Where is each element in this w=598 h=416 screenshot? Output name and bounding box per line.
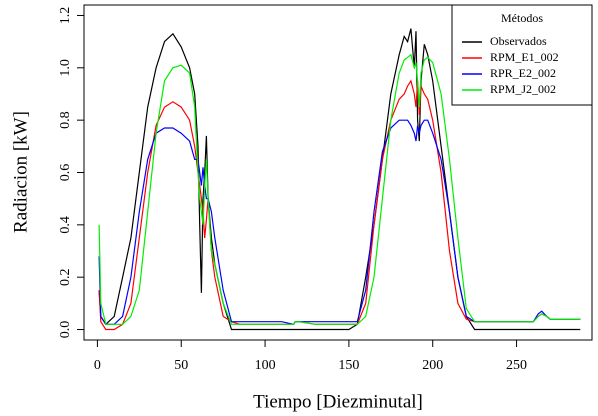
x-tick-label: 0 [94, 358, 101, 373]
y-tick-label: 0.4 [58, 216, 73, 234]
y-tick-label: 0.8 [58, 111, 73, 129]
x-tick-label: 150 [338, 358, 359, 373]
y-tick-label: 0.0 [58, 321, 73, 339]
legend-title: Métodos [501, 11, 543, 25]
x-tick-label: 250 [506, 358, 527, 373]
legend-label: RPM_J2_002 [490, 82, 556, 96]
series-line [98, 53, 581, 325]
y-tick-label: 1.2 [58, 7, 73, 25]
x-tick-label: 50 [174, 358, 188, 373]
y-axis-label: Radiacion [kW] [10, 111, 31, 233]
legend-label: RPM_E1_002 [490, 50, 559, 64]
x-tick-label: 200 [422, 358, 443, 373]
legend-label: RPR_E2_002 [490, 66, 556, 80]
y-tick-label: 0.2 [58, 268, 73, 286]
series-line [98, 79, 581, 331]
x-axis-label: Tiempo [Diezminutal] [253, 391, 423, 412]
legend-box [451, 4, 593, 106]
y-tick-label: 0.6 [58, 164, 73, 182]
legend-label: Observados [490, 34, 547, 48]
y-tick-label: 1.0 [58, 59, 73, 77]
series-line [98, 119, 581, 325]
x-tick-label: 100 [255, 358, 276, 373]
